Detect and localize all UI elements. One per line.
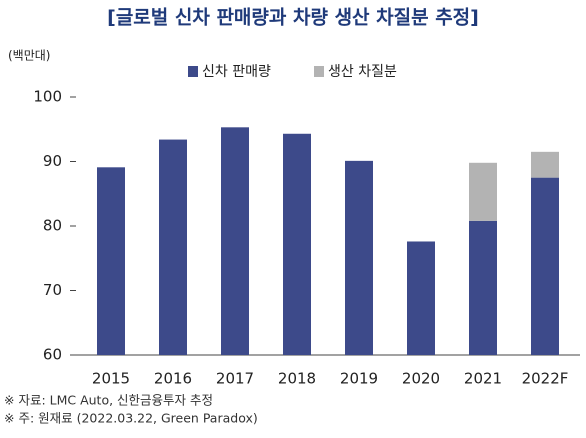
bar [159, 139, 187, 355]
note: ※ 자료: LMC Auto, 신한금융투자 추정 [4, 393, 213, 408]
x-tick-label: 2020 [402, 370, 440, 388]
bar [407, 241, 435, 355]
chart-title: [글로벌 신차 판매량과 차량 생산 차질분 추정] [107, 7, 479, 29]
y-axis-label: (백만대) [8, 49, 50, 63]
note: ※ 주: 원재료 (2022.03.22, Green Paradox) [4, 411, 258, 426]
bar [283, 133, 311, 355]
bar [469, 162, 497, 221]
y-tick-label: 60 [43, 346, 62, 364]
legend-swatch [314, 66, 324, 77]
y-tick-label: 80 [43, 217, 62, 235]
bar [469, 220, 497, 355]
bar [97, 167, 125, 355]
x-tick-label: 2019 [340, 370, 378, 388]
y-tick-label: 70 [43, 281, 62, 299]
x-tick-label: 2015 [92, 370, 130, 388]
x-tick-label: 2021 [464, 370, 502, 388]
bar [345, 160, 373, 355]
x-tick-label: 2016 [154, 370, 192, 388]
legend-label: 생산 차질분 [328, 64, 397, 80]
bar [531, 151, 559, 178]
legend-label: 신차 판매량 [202, 64, 271, 80]
y-tick-label: 100 [33, 88, 62, 106]
x-tick-label: 2022F [522, 370, 569, 388]
x-tick-label: 2017 [216, 370, 254, 388]
legend-swatch [188, 66, 198, 77]
bar [221, 127, 249, 355]
x-tick-label: 2018 [278, 370, 316, 388]
bar [531, 177, 559, 355]
y-tick-label: 90 [43, 152, 62, 170]
